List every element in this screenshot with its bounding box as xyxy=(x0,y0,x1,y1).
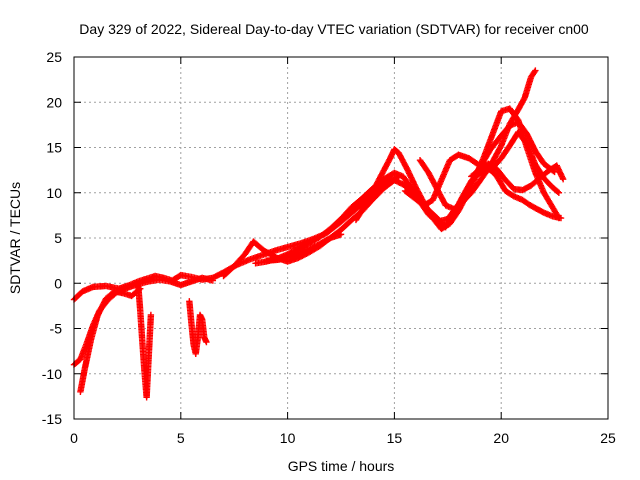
plot-frame xyxy=(73,56,609,420)
y-tick-label: 5 xyxy=(54,230,62,246)
data-point xyxy=(559,175,567,183)
x-tick-label: 10 xyxy=(280,430,296,446)
x-tick-label: 15 xyxy=(387,430,403,446)
chart-title: Day 329 of 2022, Sidereal Day-to-day VTE… xyxy=(79,21,589,37)
x-tick-label: 5 xyxy=(177,430,185,446)
x-tick-label: 25 xyxy=(600,430,616,446)
y-tick-label: 25 xyxy=(46,49,62,65)
x-tick-label: 0 xyxy=(70,430,78,446)
x-tick-label: 20 xyxy=(493,430,509,446)
data-point xyxy=(147,311,155,319)
series-track-11 xyxy=(416,67,539,213)
data-point xyxy=(555,189,563,196)
series-track-4 xyxy=(134,280,155,401)
data-point xyxy=(554,188,562,196)
y-tick-label: -10 xyxy=(42,366,62,382)
y-tick-label: 0 xyxy=(54,275,62,291)
series-track-5 xyxy=(186,298,210,358)
y-axis-label: SDTVAR / TECUs xyxy=(7,182,23,294)
data-point xyxy=(203,338,210,346)
y-tick-label: 20 xyxy=(46,94,62,110)
data-points xyxy=(70,67,567,401)
y-tick-label: 15 xyxy=(46,140,62,156)
y-tick-label: -5 xyxy=(50,321,63,337)
data-point xyxy=(209,277,217,284)
y-tick-label: 10 xyxy=(46,185,62,201)
data-point xyxy=(531,68,538,76)
data-point xyxy=(532,67,539,74)
x-axis-label: GPS time / hours xyxy=(288,458,395,474)
series-track-12 xyxy=(468,160,567,194)
y-tick-label: -15 xyxy=(42,411,62,427)
data-point xyxy=(557,214,565,222)
